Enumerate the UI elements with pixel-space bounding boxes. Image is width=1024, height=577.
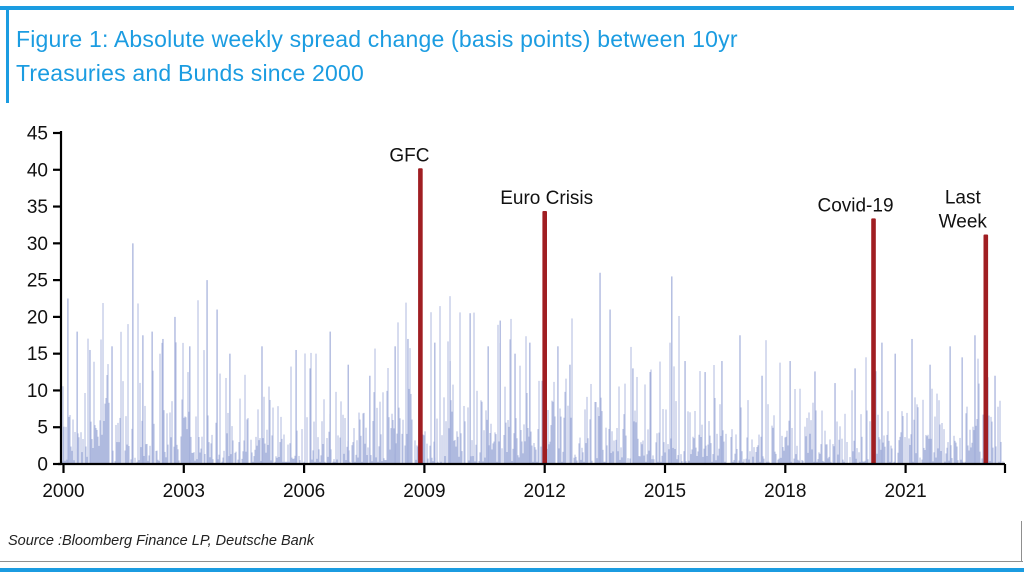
peak-bar <box>739 335 741 464</box>
event-label: Covid-19 <box>817 195 893 216</box>
peak-bar <box>599 272 601 464</box>
peak-bar <box>814 372 816 464</box>
source-attribution: Source :Bloomberg Finance LP, Deutsche B… <box>8 533 315 549</box>
peak-bar <box>514 353 516 464</box>
peak-bar <box>529 342 531 464</box>
peak-bar <box>632 368 634 464</box>
x-tick-label: 2009 <box>403 481 445 502</box>
event-label: Last <box>945 188 982 209</box>
peak-bar <box>111 346 113 464</box>
peak-bar <box>929 364 931 464</box>
peak-bar <box>132 243 134 464</box>
peak-bar <box>949 346 951 464</box>
peak-bar <box>894 353 896 464</box>
peak-bar <box>89 349 91 464</box>
peak-bar <box>649 372 651 464</box>
y-tick-label: 35 <box>27 197 48 218</box>
peak-bar <box>309 368 311 464</box>
peak-bar <box>394 346 396 464</box>
x-tick-label: 2000 <box>42 481 84 502</box>
peak-bar <box>369 375 371 464</box>
peak-bar <box>229 353 231 464</box>
x-tick-label: 2018 <box>764 481 806 502</box>
peak-bar <box>994 375 996 464</box>
peak-bar <box>854 368 856 464</box>
event-bar-covid-19 <box>871 218 876 464</box>
y-tick-label: 15 <box>27 344 48 365</box>
y-tick-label: 20 <box>27 307 48 328</box>
top-accent-rule <box>0 6 1014 10</box>
peak-bar <box>704 372 706 464</box>
peak-bar <box>174 316 176 464</box>
event-bar-euro-crisis <box>542 210 547 464</box>
y-tick-label: 10 <box>27 381 48 402</box>
event-label: GFC <box>389 145 429 166</box>
event-label: Week <box>939 212 988 233</box>
peak-bar <box>347 364 349 464</box>
peak-bar <box>142 335 144 464</box>
peak-bar <box>499 320 501 464</box>
x-tick-label: 2003 <box>163 481 205 502</box>
y-tick-label: 25 <box>27 271 48 292</box>
peak-bar <box>911 338 913 464</box>
peak-bar <box>206 280 208 464</box>
bottom-gray-divider <box>0 561 1023 562</box>
peak-bar <box>609 309 611 464</box>
x-tick-label: 2021 <box>884 481 926 502</box>
peak-bar <box>469 313 471 464</box>
peak-bar <box>569 364 571 464</box>
y-tick-label: 5 <box>37 418 48 439</box>
y-tick-label: 45 <box>27 124 48 145</box>
y-tick-label: 0 <box>37 455 48 476</box>
peak-bar <box>789 361 791 464</box>
peak-bar <box>881 342 883 464</box>
peak-bar <box>974 335 976 464</box>
figure-title-line2: Treasuries and Bunds since 2000 <box>16 60 364 86</box>
figure-title-line1: Figure 1: Absolute weekly spread change … <box>16 26 738 52</box>
peak-bar <box>761 375 763 464</box>
event-label: Euro Crisis <box>500 188 593 209</box>
peak-bar <box>434 342 436 464</box>
peak-bar <box>834 383 836 464</box>
peak-bar <box>329 331 331 464</box>
peak-bar <box>449 361 451 464</box>
event-bar-gfc <box>418 168 423 464</box>
left-accent-rule <box>6 6 9 103</box>
peak-bar <box>216 309 218 464</box>
peak-bar <box>295 349 297 464</box>
x-tick-label: 2015 <box>644 481 686 502</box>
peak-bar <box>151 331 153 464</box>
peak-bar <box>261 346 263 464</box>
peak-bar <box>961 357 963 464</box>
axes <box>53 131 1007 473</box>
y-tick-label: 40 <box>27 160 48 181</box>
peak-bar <box>557 346 559 464</box>
figure-title: Figure 1: Absolute weekly spread change … <box>16 22 738 90</box>
peak-bar <box>684 361 686 464</box>
weekly-bars <box>61 243 1004 464</box>
x-tick-labels: 2000 2003 2006 2009 2012 2015 2018 2021 <box>42 481 926 502</box>
peak-bar <box>67 298 69 464</box>
bottom-right-edge-rule <box>1021 521 1022 562</box>
y-tick-labels: 0 5 10 15 20 25 30 35 40 45 <box>27 124 48 476</box>
event-bars <box>418 168 989 464</box>
x-tick-label: 2012 <box>524 481 566 502</box>
peak-bar <box>76 331 78 464</box>
peak-bar <box>487 346 489 464</box>
event-bar-last-week <box>983 234 989 464</box>
peak-bar <box>671 276 673 464</box>
peak-bar <box>162 338 164 464</box>
x-tick-label: 2006 <box>283 481 325 502</box>
bottom-accent-rule <box>0 568 1024 572</box>
event-labels: GFC Euro Crisis Covid-19 Last Week <box>389 145 987 232</box>
y-tick-label: 30 <box>27 234 48 255</box>
peak-bar <box>407 338 409 464</box>
peak-bar <box>721 361 723 464</box>
peak-bar <box>189 346 191 464</box>
